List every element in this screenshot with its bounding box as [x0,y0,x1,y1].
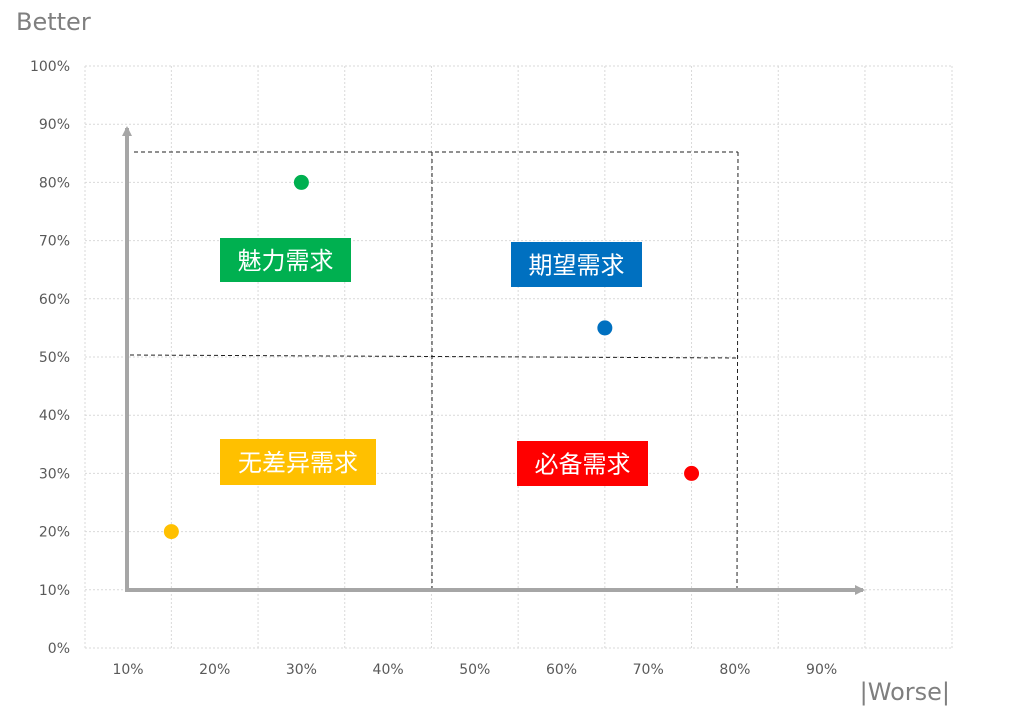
y-tick-label: 20% [39,525,70,541]
x-tick-label: 80% [719,662,750,678]
data-point [684,465,700,481]
x-tick-label: 20% [199,662,230,678]
quadrant-line-right-vertical [736,151,739,589]
x-tick-label: 90% [806,662,837,678]
x-tick-label: 50% [459,662,490,678]
quadrant-label: 无差异需求 [220,439,376,485]
y-tick-label: 90% [39,117,70,133]
quadrant-label-text: 必备需求 [535,451,631,479]
x-tick-label: 60% [546,662,577,678]
quadrant-divider-lines [129,151,739,589]
x-tick-labels: 10% 20% 30% 40% 50% 60% 70% 80% 90% [112,662,837,678]
quadrant-label: 期望需求 [511,242,642,287]
y-tick-labels: 0% 10% 20% 30% 40% 50% 60% 70% 80% 90% 100% [30,59,70,657]
quadrant-label: 魅力需求 [220,238,351,282]
x-tick-label: 10% [112,662,143,678]
data-point [163,524,179,540]
y-tick-label: 100% [30,59,70,75]
data-point [293,174,309,190]
x-tick-label: 40% [373,662,404,678]
quadrant-label-box [511,242,642,287]
y-tick-label: 0% [48,641,70,657]
quadrant-label: 必备需求 [517,441,648,486]
quadrant-label-box [220,439,376,485]
y-tick-label: 30% [39,466,70,482]
y-tick-label: 10% [39,583,70,599]
quadrant-label-text: 期望需求 [529,252,625,280]
y-axis-title: Better [16,8,91,36]
quadrant-label-text: 无差异需求 [238,449,358,477]
data-point [597,320,613,336]
quadrant-label-box [220,238,351,282]
quadrant-line-middle [129,354,739,359]
x-axis-title: |Worse| [860,678,950,706]
y-tick-label: 60% [39,292,70,308]
y-tick-label: 40% [39,408,70,424]
quadrant-label-box [517,441,648,486]
y-tick-label: 70% [39,234,70,250]
y-tick-label: 80% [39,175,70,191]
data-points [163,174,700,540]
x-tick-label: 30% [286,662,317,678]
quadrant-label-text: 魅力需求 [238,247,334,275]
x-tick-label: 70% [633,662,664,678]
y-tick-label: 50% [39,350,70,366]
gridlines [84,65,953,649]
axis-arrows [122,126,865,595]
